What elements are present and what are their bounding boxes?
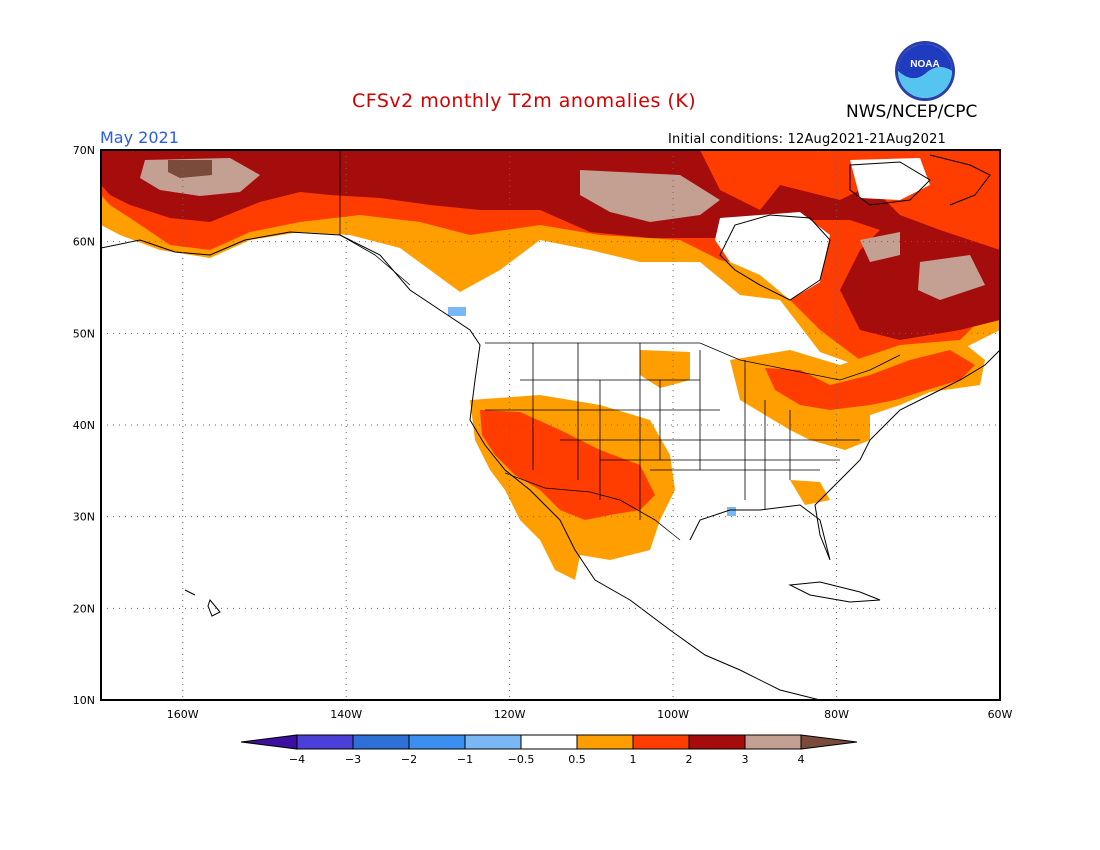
colorbar-tick-label: 3 bbox=[742, 753, 749, 766]
colorbar-segment bbox=[576, 734, 634, 750]
latitude-labels: 10N 20N 30N 40N 50N 60N 70N bbox=[73, 144, 95, 707]
colorbar-segment bbox=[744, 734, 802, 750]
colorbar-left-arrow bbox=[240, 734, 298, 750]
lon-tick-label: 140W bbox=[330, 708, 362, 721]
anomaly-cell-cool-gulf bbox=[727, 507, 736, 516]
lat-tick-label: 20N bbox=[73, 602, 95, 615]
anomaly-region-2to3 bbox=[101, 150, 1000, 340]
lon-tick-label: 160W bbox=[167, 708, 199, 721]
anomaly-region-3to4-quebec bbox=[918, 255, 985, 300]
hudson-bay-coastline bbox=[719, 214, 831, 301]
lat-tick-label: 40N bbox=[73, 419, 95, 432]
lat-tick-label: 30N bbox=[73, 511, 95, 524]
colorbar-tick-label: −4 bbox=[289, 753, 305, 766]
cuba-coastline bbox=[788, 581, 881, 603]
us-state-grid bbox=[485, 343, 860, 520]
anomaly-region-above4 bbox=[168, 160, 212, 178]
lat-tick-label: 60N bbox=[73, 236, 95, 249]
baffin-coastline bbox=[849, 161, 931, 206]
colorbar-tick-label: −1 bbox=[457, 753, 473, 766]
political-borders-layer bbox=[339, 150, 901, 541]
lat-tick-label: 10N bbox=[73, 694, 95, 707]
anomaly-region-3to4-arctic bbox=[580, 170, 720, 222]
lat-tick-label: 70N bbox=[73, 144, 95, 157]
alaska-canada-border bbox=[339, 150, 411, 286]
colorbar-tick-label: −2 bbox=[401, 753, 417, 766]
colorbar-segment bbox=[464, 734, 522, 750]
agency-label: NWS/NCEP/CPC bbox=[846, 102, 978, 122]
colorbar-segment bbox=[296, 734, 354, 750]
greenland-edge bbox=[929, 154, 991, 206]
colorbar-tick-label: 2 bbox=[686, 753, 693, 766]
lon-tick-label: 80W bbox=[824, 708, 849, 721]
map-title: CFSv2 monthly T2m anomalies (K) bbox=[352, 90, 697, 112]
us-canada-border bbox=[485, 342, 901, 381]
colorbar-segment bbox=[352, 734, 410, 750]
anomaly-cell-cool-bc bbox=[448, 307, 466, 316]
colorbar-tick-label: 1 bbox=[630, 753, 637, 766]
colorbar-segment bbox=[632, 734, 690, 750]
colorbar bbox=[240, 734, 858, 750]
colorbar-tick-label: 4 bbox=[798, 753, 805, 766]
colorbar-tick-label: −0.5 bbox=[508, 753, 535, 766]
lon-tick-label: 60W bbox=[988, 708, 1013, 721]
colorbar-right-arrow bbox=[800, 734, 858, 750]
lat-tick-label: 50N bbox=[73, 327, 95, 340]
anomaly-fill-layer bbox=[101, 150, 1000, 580]
anomaly-region-southeast-spot bbox=[790, 480, 830, 505]
anomaly-region-3to4-labrador bbox=[860, 232, 900, 262]
hawaii-coastline bbox=[184, 589, 221, 617]
anomaly-region-neutral-hudson bbox=[715, 212, 830, 300]
us-mexico-border bbox=[504, 472, 681, 541]
anomaly-region-northeast-1to2 bbox=[765, 350, 975, 410]
longitude-labels: 160W 140W 120W 100W 80W 60W bbox=[167, 708, 1013, 721]
north-america-coastline bbox=[101, 231, 1000, 700]
anomaly-region-plains-spot bbox=[640, 350, 690, 388]
colorbar-labels: −4 −3 −2 −1 −0.5 0.5 1 2 3 4 bbox=[289, 753, 805, 766]
noaa-logo: NOAA bbox=[895, 41, 955, 101]
map-frame bbox=[100, 149, 1001, 701]
logo-text: NOAA bbox=[910, 59, 939, 70]
lon-tick-label: 120W bbox=[494, 708, 526, 721]
initial-conditions-label: Initial conditions: 12Aug2021-21Aug2021 bbox=[668, 132, 947, 147]
coastlines-layer bbox=[101, 154, 1000, 700]
target-month-label: May 2021 bbox=[100, 128, 179, 147]
colorbar-segment bbox=[688, 734, 746, 750]
colorbar-segment bbox=[520, 734, 578, 750]
colorbar-segment bbox=[408, 734, 466, 750]
lon-tick-label: 100W bbox=[657, 708, 689, 721]
anomaly-region-southwest-1to2 bbox=[480, 410, 655, 520]
colorbar-tick-label: −3 bbox=[345, 753, 361, 766]
colorbar-tick-label: 0.5 bbox=[568, 753, 586, 766]
